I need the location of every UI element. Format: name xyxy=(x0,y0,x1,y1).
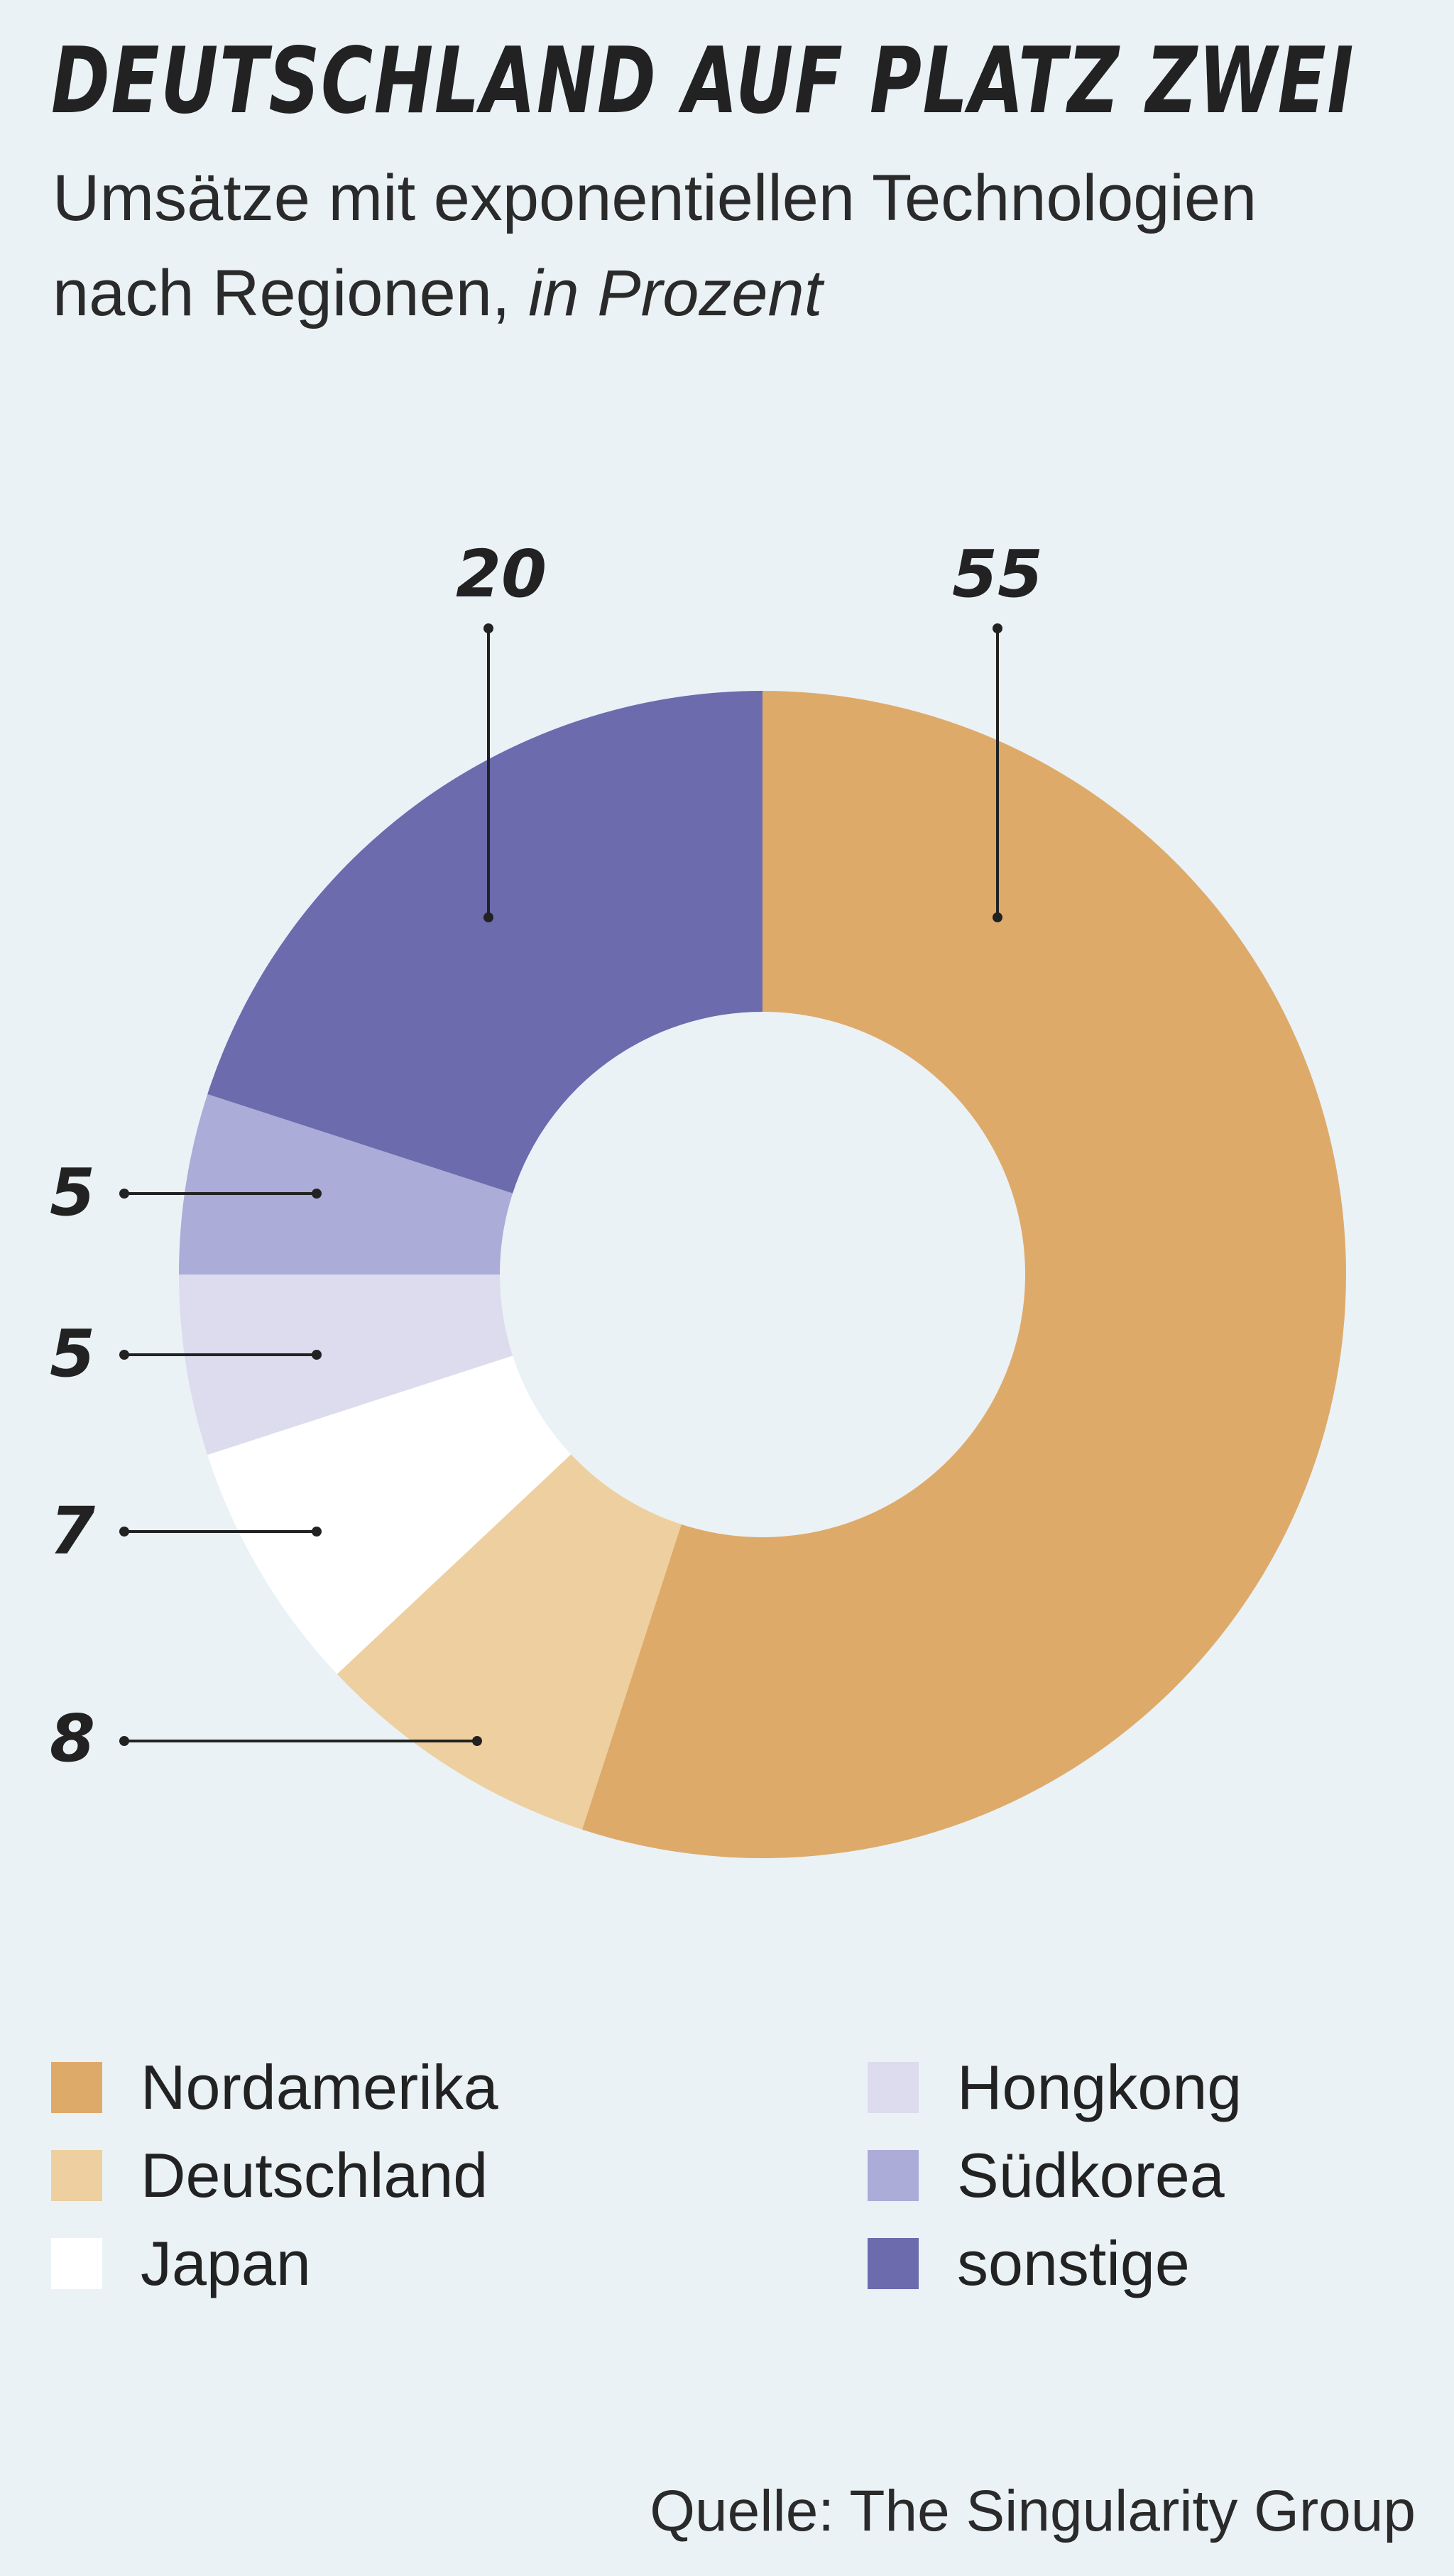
legend-item-suedkorea: Südkorea xyxy=(868,2133,1225,2218)
legend-swatch xyxy=(51,2238,102,2289)
value-label: 20 xyxy=(456,536,547,612)
leader-dot xyxy=(312,1527,322,1537)
legend-label: sonstige xyxy=(957,2228,1190,2298)
leader-dot xyxy=(312,1189,322,1199)
legend-label: Südkorea xyxy=(957,2140,1225,2210)
legend-item-deutschland: Deutschland xyxy=(51,2133,488,2218)
legend-swatch xyxy=(868,2062,919,2113)
legend-label: Hongkong xyxy=(957,2052,1242,2122)
legend-item-japan: Japan xyxy=(51,2221,311,2306)
value-label: 55 xyxy=(952,536,1043,612)
donut-slice-deutschland xyxy=(337,1454,682,1830)
value-label: 7 xyxy=(50,1493,95,1569)
leader-dot xyxy=(483,912,493,922)
donut-slice-nordamerika xyxy=(581,691,1346,1858)
leader-dot xyxy=(119,1350,129,1360)
donut-slices xyxy=(179,691,1346,1858)
leader-dot xyxy=(993,912,1002,922)
chart-title: DEUTSCHLAND AUF PLATZ ZWEI xyxy=(51,28,1355,134)
legend-item-nordamerika: Nordamerika xyxy=(51,2045,498,2130)
donut-slice-sonstige xyxy=(207,691,762,1194)
legend-swatch xyxy=(51,2150,102,2201)
donut-slice-s-dkorea xyxy=(179,1093,513,1275)
leader-dot xyxy=(483,623,493,633)
donut-slice-japan xyxy=(207,1355,572,1674)
legend-label: Japan xyxy=(141,2228,311,2298)
leader-dot xyxy=(119,1189,129,1199)
legend-swatch xyxy=(51,2062,102,2113)
chart-unit-label: in Prozent xyxy=(528,257,823,329)
legend-label: Nordamerika xyxy=(141,2052,498,2122)
source-note: Quelle: The Singularity Group xyxy=(650,2479,1416,2543)
legend-label: Deutschland xyxy=(141,2140,488,2210)
legend-item-hongkong: Hongkong xyxy=(868,2045,1242,2130)
leader-lines xyxy=(119,623,1002,1746)
leader-dot xyxy=(472,1736,482,1746)
legend: Nordamerika Deutschland Japan Hongkong S… xyxy=(0,2045,1454,2329)
chart-subtitle: Umsätze mit exponentiellen Technologien … xyxy=(53,151,1387,341)
leader-dot xyxy=(119,1527,129,1537)
leader-dot xyxy=(119,1736,129,1746)
legend-item-sonstige: sonstige xyxy=(868,2221,1190,2306)
donut-slice-hongkong xyxy=(179,1275,513,1456)
legend-swatch xyxy=(868,2238,919,2289)
value-label: 5 xyxy=(50,1316,95,1392)
leader-dot xyxy=(312,1350,322,1360)
chart-subtitle-text: Umsätze mit exponentiellen Technologien … xyxy=(53,162,1257,329)
value-label: 8 xyxy=(50,1701,95,1777)
leader-dot xyxy=(993,623,1002,633)
legend-swatch xyxy=(868,2150,919,2201)
value-label: 5 xyxy=(50,1155,95,1230)
